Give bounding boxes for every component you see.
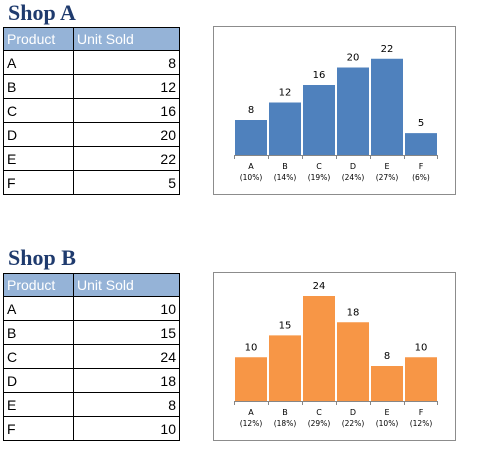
category-label: B: [282, 162, 288, 171]
table-row: C 24: [3, 344, 180, 369]
category-percent-label: (18%): [274, 419, 297, 428]
table-header-row: Product Unit Sold: [3, 27, 180, 51]
header-product: Product: [3, 27, 74, 51]
data-label: 18: [347, 307, 360, 318]
data-label: 22: [381, 44, 394, 55]
unit-sold-cell: 8: [73, 50, 180, 75]
bar-a: [235, 357, 267, 401]
category-label: F: [419, 408, 424, 417]
unit-sold-cell: 24: [73, 344, 180, 369]
category-label: D: [350, 162, 356, 171]
table-row: A 10: [3, 296, 180, 321]
data-label: 10: [245, 342, 258, 353]
table-row: F 10: [3, 416, 180, 441]
bar-f: [405, 133, 437, 155]
shop-a-chart-svg: 8 A (10%) 12 B (14%) 16 C (19%) 20 D (24%) 22 E (27%) 5…: [234, 44, 438, 182]
unit-sold-cell: 5: [73, 170, 180, 195]
table-row: A 8: [3, 50, 180, 75]
shop-b-chart-svg: 10 A (12%) 15 B (18%) 24 C (29%) 18 D (22%) 8 E (10%) 1…: [234, 281, 438, 428]
data-label: 16: [313, 70, 326, 81]
category-percent-label: (10%): [240, 173, 263, 182]
bar-c: [303, 296, 335, 401]
data-label: 8: [248, 105, 254, 116]
data-label: 12: [279, 88, 292, 99]
category-label: E: [384, 162, 389, 171]
shop-a-table: Product Unit Sold A 8 B 12 C 16 D 20 E 2…: [3, 27, 180, 195]
table-row: D 18: [3, 368, 180, 393]
table-row: B 12: [3, 74, 180, 99]
unit-sold-cell: 22: [73, 146, 180, 171]
bar-d: [337, 67, 369, 155]
bar-e: [371, 58, 403, 155]
category-percent-label: (6%): [412, 173, 430, 182]
product-cell: B: [3, 74, 74, 99]
product-cell: C: [3, 344, 74, 369]
category-label: D: [350, 408, 356, 417]
category-label: B: [282, 408, 288, 417]
category-label: F: [419, 162, 424, 171]
category-percent-label: (24%): [342, 173, 365, 182]
category-percent-label: (12%): [410, 419, 433, 428]
product-cell: E: [3, 146, 74, 171]
product-cell: C: [3, 98, 74, 123]
table-row: B 15: [3, 320, 180, 345]
table-row: C 16: [3, 98, 180, 123]
table-header-row: Product Unit Sold: [3, 273, 180, 297]
data-label: 5: [418, 118, 424, 129]
shop-a-title: Shop A: [8, 0, 76, 25]
table-row: D 20: [3, 122, 180, 147]
category-percent-label: (29%): [308, 419, 331, 428]
header-unit-sold: Unit Sold: [73, 273, 180, 297]
category-percent-label: (10%): [376, 419, 399, 428]
data-label: 24: [313, 281, 326, 292]
bar-e: [371, 366, 403, 401]
product-cell: B: [3, 320, 74, 345]
category-percent-label: (19%): [308, 173, 331, 182]
product-cell: E: [3, 392, 74, 417]
bar-f: [405, 357, 437, 401]
unit-sold-cell: 8: [73, 392, 180, 417]
category-percent-label: (12%): [240, 419, 263, 428]
shop-b-bar-chart: 10 A (12%) 15 B (18%) 24 C (29%) 18 D (22%) 8 E (10%) 1…: [213, 272, 456, 441]
product-cell: F: [3, 170, 74, 195]
table-row: E 22: [3, 146, 180, 171]
product-cell: F: [3, 416, 74, 441]
bar-a: [235, 120, 267, 155]
data-label: 20: [347, 53, 360, 64]
bar-d: [337, 322, 369, 401]
category-percent-label: (27%): [376, 173, 399, 182]
product-cell: A: [3, 50, 74, 75]
bar-c: [303, 85, 335, 155]
category-percent-label: (22%): [342, 419, 365, 428]
bar-b: [269, 335, 301, 401]
category-label: A: [248, 162, 254, 171]
unit-sold-cell: 20: [73, 122, 180, 147]
category-label: C: [316, 408, 322, 417]
category-label: C: [316, 162, 322, 171]
category-label: A: [248, 408, 254, 417]
data-label: 8: [384, 351, 390, 362]
shop-b-title: Shop B: [8, 245, 76, 270]
unit-sold-cell: 12: [73, 74, 180, 99]
unit-sold-cell: 10: [73, 416, 180, 441]
bar-b: [269, 102, 301, 155]
product-cell: D: [3, 368, 74, 393]
data-label: 10: [415, 342, 428, 353]
unit-sold-cell: 16: [73, 98, 180, 123]
unit-sold-cell: 10: [73, 296, 180, 321]
table-row: F 5: [3, 170, 180, 195]
table-row: E 8: [3, 392, 180, 417]
header-product: Product: [3, 273, 74, 297]
data-label: 15: [279, 320, 292, 331]
category-percent-label: (14%): [274, 173, 297, 182]
header-unit-sold: Unit Sold: [73, 27, 180, 51]
category-label: E: [384, 408, 389, 417]
unit-sold-cell: 15: [73, 320, 180, 345]
product-cell: A: [3, 296, 74, 321]
product-cell: D: [3, 122, 74, 147]
shop-b-table: Product Unit Sold A 10 B 15 C 24 D 18 E …: [3, 273, 180, 441]
shop-a-bar-chart: 8 A (10%) 12 B (14%) 16 C (19%) 20 D (24%) 22 E (27%) 5…: [213, 26, 456, 195]
unit-sold-cell: 18: [73, 368, 180, 393]
